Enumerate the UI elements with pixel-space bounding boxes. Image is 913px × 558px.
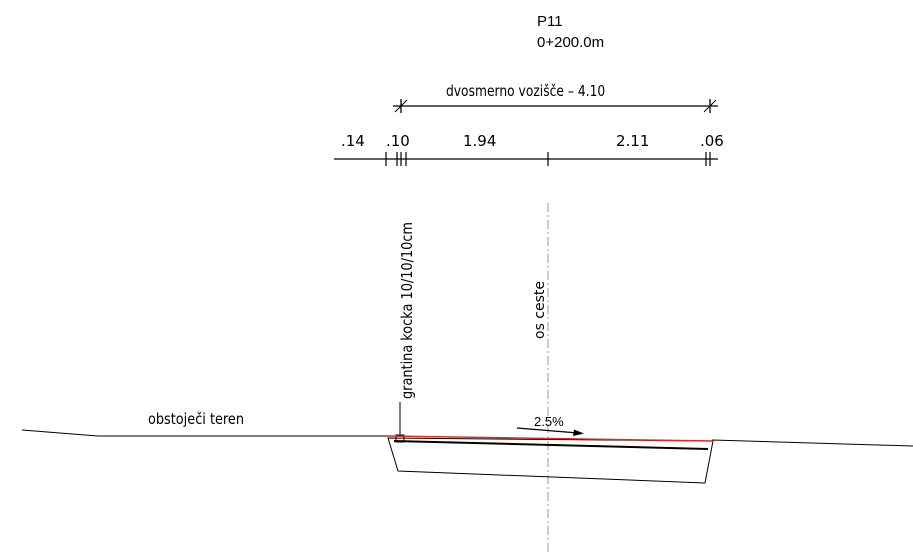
curb-block <box>395 434 405 443</box>
slope-arrow-head <box>573 429 584 436</box>
dimension-label-4: 2.11 <box>616 132 649 150</box>
dimension-label-3: 1.94 <box>463 132 496 150</box>
slope-label: 2.5% <box>534 414 564 429</box>
existing-terrain-line-right <box>711 439 913 447</box>
overall-dimension-line <box>393 99 718 113</box>
pavement-surface-line <box>387 435 714 442</box>
road-body <box>387 434 714 484</box>
curb-label: grantina kocka 10/10/10cm <box>399 222 416 399</box>
dimension-label-2: .10 <box>386 132 410 150</box>
profile-name: P11 <box>537 13 563 30</box>
overall-dimension-label: dvosmerno vozišče – 4.10 <box>446 83 605 100</box>
dimension-label-1: .14 <box>341 132 365 150</box>
existing-terrain-line <box>21 429 388 437</box>
dimension-label-5: .06 <box>700 132 724 150</box>
slope-arrow-line <box>516 427 579 434</box>
axis-label: os ceste <box>532 281 548 339</box>
partial-dimension-line <box>334 152 718 166</box>
terrain-label: obstoječi teren <box>148 411 244 428</box>
profile-station: 0+200.0m <box>537 34 604 51</box>
